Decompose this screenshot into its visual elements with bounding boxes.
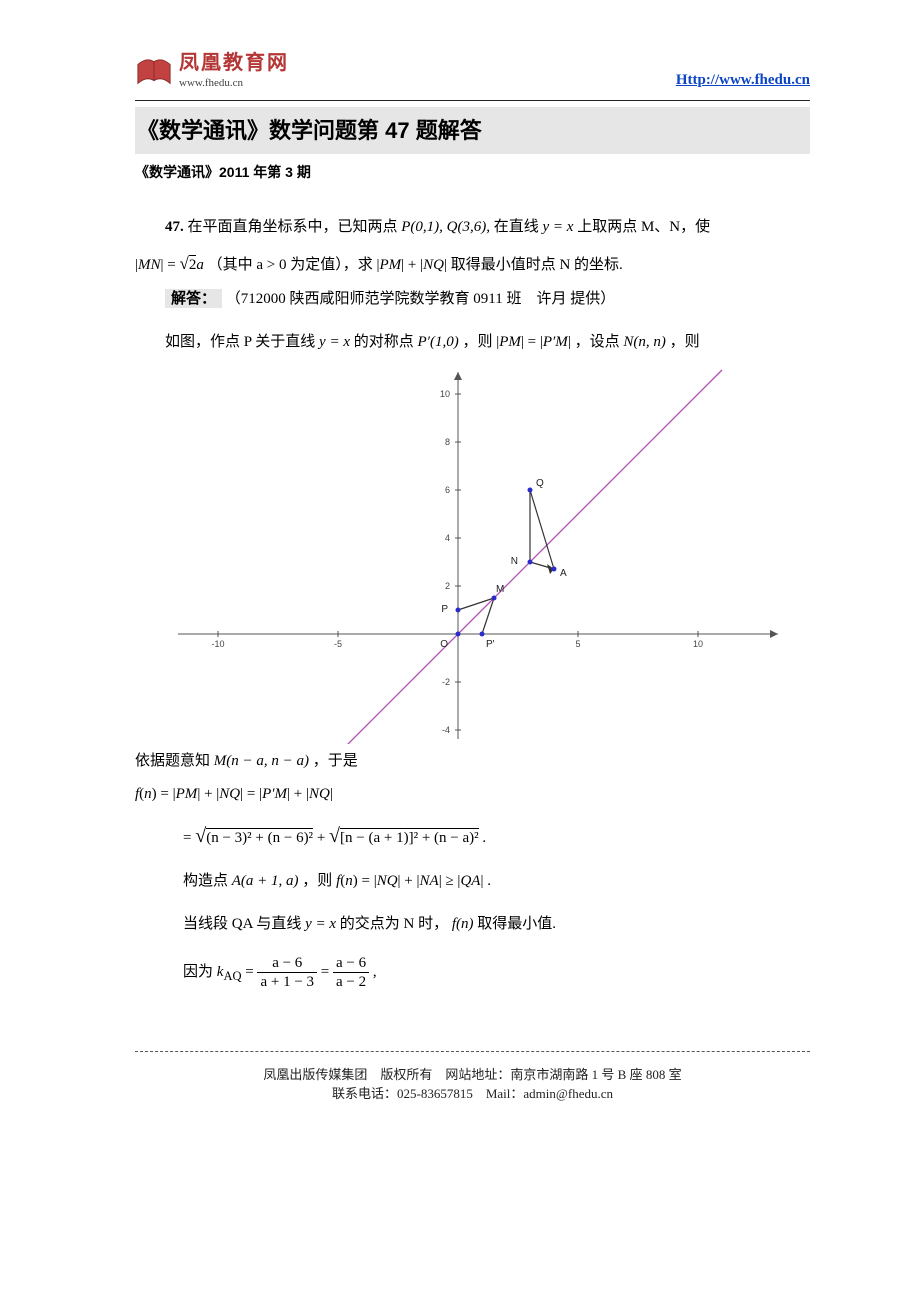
text: ,: [373, 964, 377, 980]
problem-number: 47.: [165, 219, 184, 235]
svg-text:M: M: [496, 584, 504, 595]
answer-p1: 如图，作点 P 关于直线 y = x 的对称点 P′(1,0) ，则 |PM| …: [135, 329, 810, 356]
math: f(n) = |NQ| + |NA| ≥ |QA|: [336, 873, 483, 889]
math: P′(1,0): [418, 334, 459, 350]
text: ，设点: [575, 334, 624, 350]
math: A(a + 1, a): [232, 873, 299, 889]
math: P(0,1), Q(3,6),: [401, 219, 490, 235]
svg-text:4: 4: [444, 533, 449, 543]
math: |PM| + |NQ|: [376, 257, 447, 273]
points: P P' O M N Q A: [440, 478, 567, 650]
text: 取得最小值.: [477, 916, 556, 932]
problem-line-1: 47. 在平面直角坐标系中，已知两点 P(0,1), Q(3,6), 在直线 y…: [135, 214, 810, 241]
math: |PM| = |P′M|: [496, 334, 571, 350]
svg-text:2: 2: [444, 581, 449, 591]
math: |MN| = √2a: [135, 257, 204, 273]
answer-p4: 当线段 QA 与直线 y = x 的交点为 N 时， f(n) 取得最小值.: [183, 911, 810, 938]
svg-text:P': P': [486, 639, 495, 650]
text: 在平面直角坐标系中，已知两点: [188, 219, 402, 235]
answer-p5: 因为 kAQ = a − 6 a + 1 − 3 = a − 6 a − 2 ,: [183, 954, 810, 991]
math: N(n, n): [623, 334, 666, 350]
text: 如图，作点 P 关于直线: [165, 334, 319, 350]
math: y = x: [305, 916, 336, 932]
svg-text:-2: -2: [441, 677, 449, 687]
footer-line-1: 凤凰出版传媒集团 版权所有 网站地址：南京市湖南路 1 号 B 座 808 室: [135, 1068, 810, 1081]
math-sub: AQ: [223, 969, 241, 983]
svg-text:Q: Q: [536, 478, 544, 489]
svg-text:A: A: [560, 568, 567, 579]
svg-text:8: 8: [444, 437, 449, 447]
fraction-2: a − 6 a − 2: [333, 954, 369, 991]
site-url-link[interactable]: Http://www.fhedu.cn: [676, 67, 810, 94]
text: ，于是: [313, 753, 358, 769]
svg-text:-10: -10: [211, 639, 224, 649]
footer: 凤凰出版传媒集团 版权所有 网站地址：南京市湖南路 1 号 B 座 808 室 …: [135, 1051, 810, 1100]
answer-header: 解答： （712000 陕西咸阳师范学院数学教育 0911 班 许月 提供）: [135, 285, 810, 313]
svg-text:-4: -4: [441, 725, 449, 735]
text: （其中 a > 0 为定值），求: [208, 257, 377, 273]
answer-p2: 依据题意知 M(n − a, n − a) ，于是: [135, 748, 810, 775]
svg-text:O: O: [440, 639, 448, 650]
logo-subtitle: www.fhedu.cn: [179, 74, 289, 94]
logo-title: 凤凰教育网: [179, 52, 289, 74]
logo: 凤凰教育网 www.fhedu.cn: [135, 52, 289, 94]
header: 凤凰教育网 www.fhedu.cn Http://www.fhedu.cn: [135, 52, 810, 94]
text: 依据题意知: [135, 753, 214, 769]
text: 构造点: [183, 873, 232, 889]
svg-text:-5: -5: [333, 639, 341, 649]
math: y = x: [319, 334, 350, 350]
text: .: [487, 873, 491, 889]
svg-text:5: 5: [575, 639, 580, 649]
y-axis-arrow: [454, 372, 462, 380]
answer-p3: 构造点 A(a + 1, a) ，则 f(n) = |NQ| + |NA| ≥ …: [183, 868, 810, 895]
text: 当线段 QA 与直线: [183, 916, 305, 932]
book-logo-icon: [135, 55, 173, 91]
answer-label: 解答：: [165, 289, 222, 308]
text: 的对称点: [354, 334, 418, 350]
text: 因为: [183, 964, 217, 980]
coordinate-graph: -10 -5 5 10 -4 -2 2 4 6 8 10: [135, 364, 810, 744]
fraction-1: a − 6 a + 1 − 3: [257, 954, 317, 991]
footer-line-2: 联系电话：025-83657815 Mail：admin@fhedu.cn: [135, 1087, 810, 1100]
x-axis-arrow: [770, 630, 778, 638]
text: 的交点为 N 时，: [340, 916, 448, 932]
header-divider: [135, 100, 810, 101]
page-subtitle: 《数学通讯》2011 年第 3 期: [135, 160, 810, 185]
svg-text:10: 10: [692, 639, 702, 649]
problem-line-2: |MN| = √2a （其中 a > 0 为定值），求 |PM| + |NQ| …: [135, 249, 810, 280]
svg-text:6: 6: [444, 485, 449, 495]
math: y = x: [543, 219, 574, 235]
text: 取得最小值时点 N 的坐标.: [451, 257, 623, 273]
equation-2: = √(n − 3)² + (n − 6)² + √[n − (a + 1)]²…: [183, 818, 810, 854]
page-title: 《数学通讯》数学问题第 47 题解答: [135, 107, 810, 155]
answer-credit: （712000 陕西咸阳师范学院数学教育 0911 班 许月 提供）: [226, 291, 615, 307]
text: ，则: [462, 334, 496, 350]
math: f(n): [452, 916, 474, 932]
text: ，则: [670, 334, 700, 350]
graph-svg: -10 -5 5 10 -4 -2 2 4 6 8 10: [158, 364, 788, 744]
text: 在直线: [494, 219, 543, 235]
text: 上取两点 M、N，使: [577, 219, 710, 235]
text: ，则: [302, 873, 336, 889]
equation-1: f(n) = |PM| + |NQ| = |P′M| + |NQ| = √(n …: [135, 781, 810, 854]
svg-text:P: P: [441, 604, 448, 615]
svg-text:N: N: [510, 556, 517, 567]
footer-divider: [135, 1051, 810, 1052]
segments: [458, 490, 554, 634]
svg-text:10: 10: [439, 389, 449, 399]
math: M(n − a, n − a): [214, 753, 309, 769]
